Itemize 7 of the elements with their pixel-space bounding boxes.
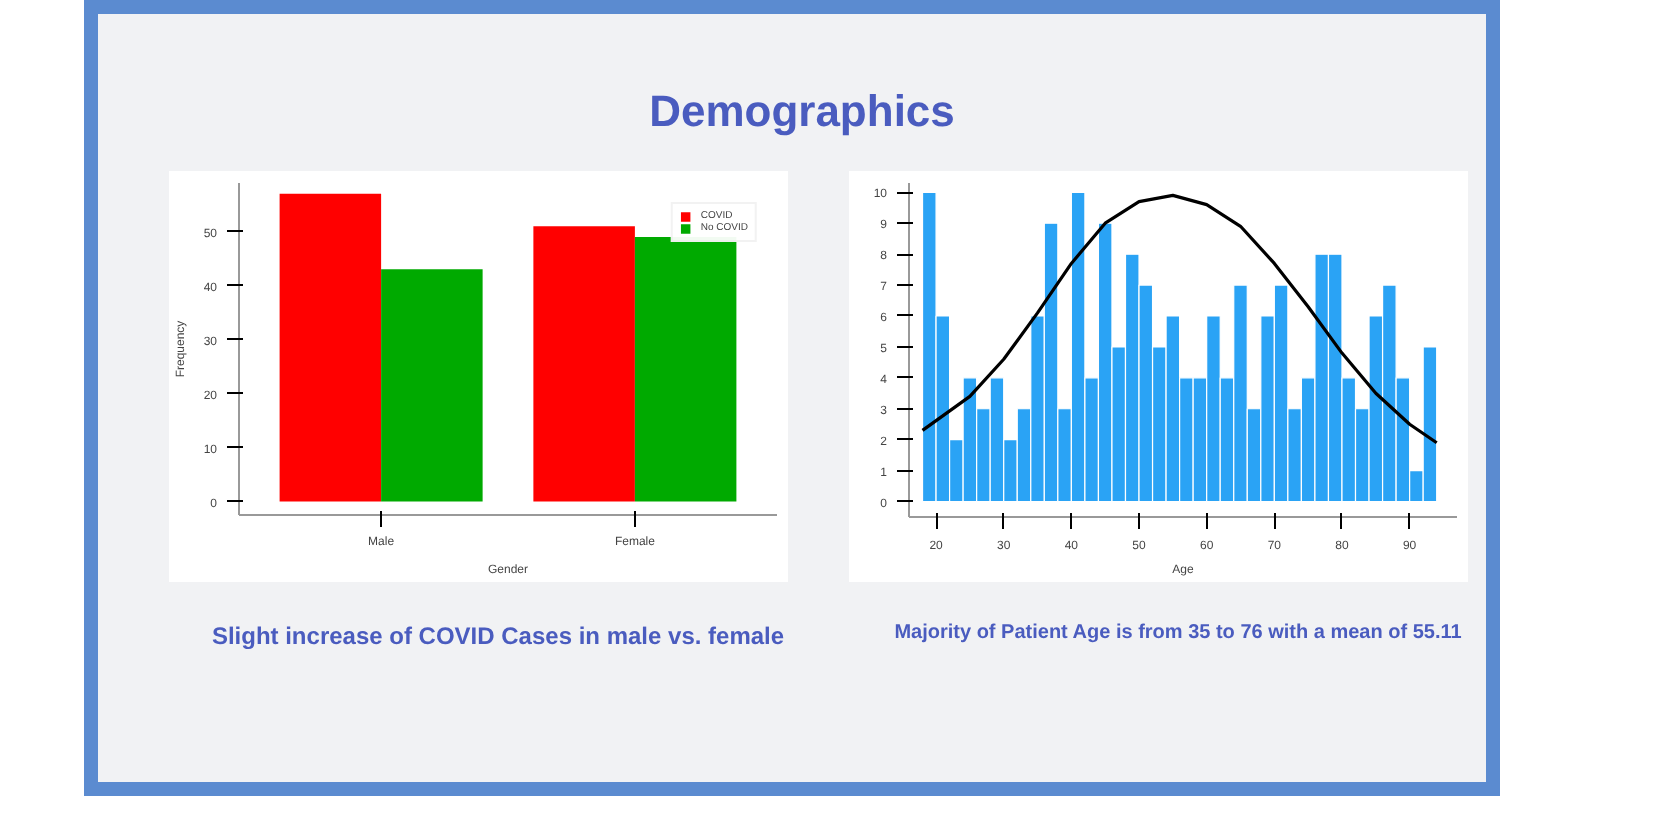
line-series <box>920 193 1439 445</box>
bar <box>381 269 483 502</box>
bar <box>533 226 635 502</box>
text: Slight increase of COVID Cases in male vs. female <box>211 620 785 654</box>
text: Demographics <box>649 84 955 140</box>
bar <box>279 193 382 502</box>
text: Majority of Patient Age is from 35 to 76 with a mean of 55.11 <box>894 620 1462 648</box>
